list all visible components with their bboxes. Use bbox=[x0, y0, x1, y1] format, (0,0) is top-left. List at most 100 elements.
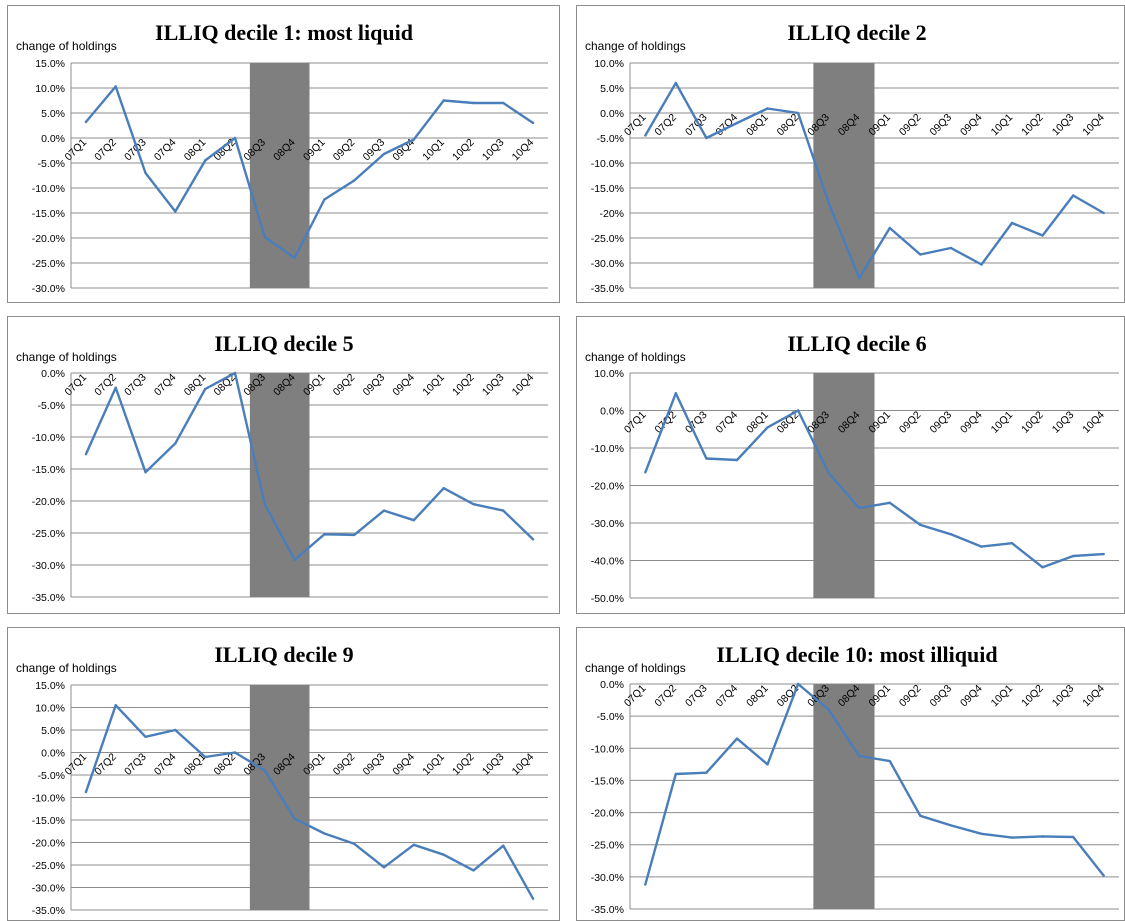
x-tick-label: 09Q2 bbox=[897, 409, 924, 436]
y-tick-label: 15.0% bbox=[35, 680, 65, 692]
data-point bbox=[233, 136, 237, 140]
data-point bbox=[1041, 566, 1044, 569]
data-point bbox=[174, 442, 177, 445]
data-point bbox=[382, 509, 386, 512]
y-tick-label: -20.0% bbox=[32, 496, 65, 508]
y-tick-label: 0.0% bbox=[600, 108, 624, 120]
shaded-period bbox=[249, 373, 310, 597]
data-point bbox=[949, 246, 953, 250]
y-tick-label: -30.0% bbox=[591, 872, 624, 884]
data-point bbox=[980, 545, 983, 548]
data-point bbox=[263, 503, 266, 506]
data-point bbox=[919, 523, 922, 527]
y-tick-label: 0.0% bbox=[41, 133, 65, 145]
x-tick-label: 10Q2 bbox=[1019, 682, 1046, 709]
data-point bbox=[144, 171, 147, 175]
y-tick-label: -5.0% bbox=[38, 400, 65, 412]
y-tick-label: -15.0% bbox=[591, 775, 624, 787]
x-tick-label: 08Q2 bbox=[775, 111, 802, 138]
data-point bbox=[766, 107, 769, 110]
data-point bbox=[293, 817, 296, 820]
data-point bbox=[531, 121, 535, 125]
data-point bbox=[203, 387, 207, 391]
x-tick-label: 09Q4 bbox=[958, 409, 985, 436]
y-tick-label: -35.0% bbox=[32, 592, 65, 604]
x-tick-label: 07Q1 bbox=[62, 751, 89, 778]
data-point bbox=[412, 519, 416, 522]
chart-title: ILLIQ decile 1: most liquid bbox=[155, 20, 413, 45]
data-point bbox=[705, 136, 708, 140]
chart-title: ILLIQ decile 10: most illiquid bbox=[716, 642, 997, 667]
x-tick-label: 10Q3 bbox=[1050, 409, 1077, 436]
x-tick-label: 08Q1 bbox=[744, 409, 771, 436]
y-axis-label: change of holdings bbox=[16, 661, 117, 675]
x-tick-label: 10Q2 bbox=[450, 751, 477, 778]
data-point bbox=[1102, 211, 1105, 215]
data-point bbox=[735, 458, 739, 462]
data-point bbox=[858, 276, 861, 280]
data-point bbox=[412, 138, 416, 141]
y-tick-label: -40.0% bbox=[591, 556, 624, 568]
y-tick-label: 0.0% bbox=[600, 679, 624, 691]
data-point bbox=[323, 198, 326, 201]
data-point bbox=[827, 201, 830, 205]
data-point bbox=[353, 179, 356, 182]
series-line bbox=[644, 392, 1104, 569]
chart-title: ILLIQ decile 2 bbox=[787, 20, 926, 45]
x-tick-label: 07Q1 bbox=[62, 371, 89, 398]
data-point bbox=[1102, 874, 1105, 877]
x-tick-label: 10Q4 bbox=[510, 751, 537, 778]
x-tick-label: 10Q4 bbox=[1080, 409, 1107, 436]
x-tick-label: 10Q4 bbox=[510, 136, 537, 163]
x-tick-label: 07Q4 bbox=[714, 682, 741, 709]
data-point bbox=[919, 814, 922, 817]
data-point bbox=[827, 471, 830, 475]
data-point bbox=[674, 81, 678, 85]
x-tick-label: 08Q1 bbox=[744, 682, 771, 709]
y-tick-label: -30.0% bbox=[32, 560, 65, 572]
data-point bbox=[531, 538, 535, 541]
y-tick-label: -30.0% bbox=[591, 518, 624, 530]
x-tick-label: 10Q1 bbox=[989, 409, 1016, 436]
data-point bbox=[1071, 835, 1075, 839]
data-point bbox=[84, 790, 88, 794]
x-tick-label: 09Q2 bbox=[897, 111, 924, 138]
chart-svg: 0.0% -5.0% -10.0% -15.0% -20.0% -25.0% -30.0% -… bbox=[16, 331, 548, 604]
data-point bbox=[949, 824, 953, 827]
y-tick-label: 10.0% bbox=[35, 703, 65, 715]
y-tick-label: -10.0% bbox=[591, 158, 624, 170]
x-tick-label: 07Q4 bbox=[152, 371, 179, 398]
data-point bbox=[674, 772, 678, 776]
data-point bbox=[144, 471, 147, 474]
chart-panel-decile-9: 15.0% 10.0% 5.0% 0.0% -5.0% -10.0% -15.0% -20.0… bbox=[7, 627, 560, 921]
data-point bbox=[888, 759, 891, 763]
data-point bbox=[980, 832, 983, 835]
x-tick-label: 07Q3 bbox=[122, 751, 149, 778]
y-tick-label: -10.0% bbox=[32, 432, 65, 444]
x-tick-label: 08Q2 bbox=[212, 371, 239, 398]
y-tick-label: -30.0% bbox=[591, 258, 624, 270]
series-line bbox=[644, 682, 1105, 885]
data-point bbox=[382, 866, 386, 869]
data-point bbox=[174, 728, 177, 732]
x-tick-label: 09Q2 bbox=[331, 136, 358, 163]
y-tick-label: 10.0% bbox=[594, 58, 624, 70]
x-tick-label: 10Q2 bbox=[1019, 111, 1046, 138]
shaded-period bbox=[249, 63, 310, 288]
x-tick-label: 09Q4 bbox=[390, 751, 417, 778]
y-tick-label: -15.0% bbox=[32, 208, 65, 220]
data-point bbox=[472, 503, 475, 506]
shaded-period bbox=[813, 373, 875, 598]
data-point bbox=[233, 371, 237, 375]
x-tick-label: 10Q3 bbox=[480, 371, 507, 398]
data-point bbox=[888, 226, 891, 230]
data-point bbox=[114, 85, 117, 88]
data-point bbox=[84, 453, 88, 456]
data-point bbox=[442, 99, 445, 102]
data-point bbox=[382, 152, 386, 156]
data-point bbox=[827, 708, 830, 711]
shaded-period bbox=[813, 63, 875, 288]
x-tick-label: 07Q1 bbox=[62, 136, 89, 163]
y-tick-label: 0.0% bbox=[41, 748, 65, 760]
data-point bbox=[1041, 835, 1044, 838]
